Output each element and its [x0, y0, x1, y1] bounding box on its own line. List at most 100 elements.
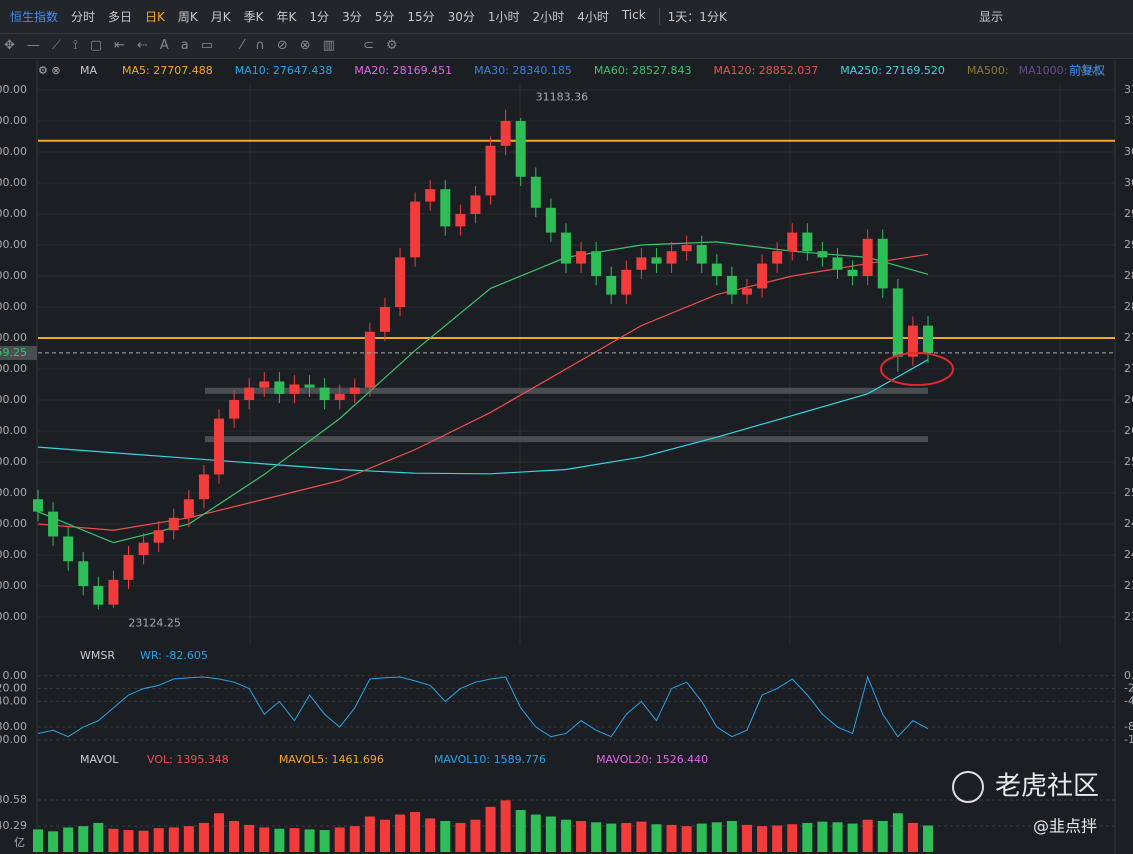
display[interactable]: 显示: [978, 10, 1003, 24]
period[interactable]: 2小时: [532, 10, 565, 24]
candle-body: [485, 145, 496, 196]
period[interactable]: 5分: [374, 10, 395, 24]
vol-bar: [364, 816, 375, 852]
ma-legend: MA30: 28340.185: [474, 64, 572, 77]
ma-legend: MA5: 27707.488: [122, 64, 213, 77]
vol-bar: [591, 822, 602, 852]
vol-bar: [545, 816, 556, 852]
ma-legend: MA500:: [967, 64, 1009, 77]
candle-body: [153, 530, 164, 543]
candle-body: [33, 499, 43, 512]
vol-bar: [681, 826, 692, 852]
vol-bar: [138, 830, 149, 852]
candle-body: [108, 579, 119, 605]
vol-bar: [696, 823, 707, 852]
vol-bar: [349, 826, 360, 852]
vol-bar: [651, 824, 662, 852]
vol-bar: [334, 827, 345, 852]
y-tick-label-right: 25500.00: [1124, 455, 1133, 468]
candle-body: [274, 381, 285, 394]
period[interactable]: Tick: [621, 8, 646, 22]
period[interactable]: 季K: [243, 10, 264, 24]
y-tick-label: 28500.00: [0, 269, 27, 282]
logo: [952, 771, 984, 803]
candle-body: [123, 555, 134, 580]
candle-body: [455, 213, 466, 227]
candle-body: [334, 393, 345, 401]
y-tick-label: 29500.00: [0, 207, 27, 220]
y-tick-label-right: 30500.00: [1124, 145, 1133, 158]
vol-bar: [636, 821, 647, 852]
periods: 分时 多日 日K 周K 月K 季K 年K 1分 3分 5分 15分 30分 1小时 2小时 4小时 Tick: [58, 8, 646, 25]
period[interactable]: 1小时: [487, 10, 520, 24]
y-tick-label: 27500.00: [0, 331, 27, 344]
y-tick-label: 25000.00: [0, 486, 27, 499]
wr-tick-label: 0.00: [3, 669, 28, 682]
settings-icon: ⚙ ⊗: [38, 64, 61, 77]
price-pane: [0, 60, 1133, 644]
period[interactable]: 多日: [108, 10, 133, 24]
candle-body: [515, 120, 526, 177]
vol-bar: [93, 822, 104, 852]
candle-body: [229, 400, 240, 419]
vol-bar: [560, 819, 571, 852]
vol-bar: [214, 813, 225, 852]
y-tick-label: 24500.00: [0, 517, 27, 530]
period[interactable]: 15分: [407, 10, 435, 24]
vol-bar: [244, 824, 255, 852]
period[interactable]: 日K: [145, 10, 165, 24]
y-tick-label-right: 27000.00: [1124, 362, 1133, 375]
symbol[interactable]: 恒生指数: [10, 10, 59, 24]
low-label: 23124.25: [128, 616, 181, 629]
y-tick-label: 23000.00: [0, 610, 27, 623]
candle-body: [138, 542, 149, 556]
ma-legend: MA60: 28527.843: [594, 64, 692, 77]
vol-bar: [606, 823, 617, 852]
vol-bar: [726, 821, 737, 852]
vol-bar: [741, 824, 752, 852]
candle-body: [289, 384, 300, 394]
candle-body: [470, 195, 481, 214]
candle-body: [877, 238, 888, 289]
vol-bar: [259, 827, 270, 852]
y-tick-label-right: 28000.00: [1124, 300, 1133, 313]
wr-tick-label: -20.00: [0, 682, 27, 695]
vol-bar: [379, 819, 390, 852]
vol-bar: [757, 826, 768, 852]
period[interactable]: 年K: [276, 10, 297, 24]
wr-tick-label-right: -80.00: [1124, 720, 1133, 733]
candle-body: [93, 586, 104, 605]
wr-tick-label-right: -20.00: [1124, 682, 1133, 695]
candle-body: [923, 325, 933, 353]
candle-body: [847, 269, 858, 276]
wr-tick-label-right: -100.00: [1124, 733, 1133, 746]
candle-body: [681, 244, 692, 252]
watermark-brand: 老虎社区: [995, 772, 1099, 802]
candle-body: [78, 561, 89, 587]
ma-legend: MA250: 27169.520: [840, 64, 945, 77]
period[interactable]: 1分: [309, 10, 330, 24]
period[interactable]: 4小时: [577, 10, 609, 24]
vol-bar: [229, 821, 240, 852]
candle-body: [319, 387, 330, 401]
y-tick-label: 30000.00: [0, 176, 27, 189]
wr-tick-label-right: 0.00: [1124, 669, 1133, 682]
period[interactable]: 30分: [447, 10, 475, 24]
vol-bar: [711, 822, 722, 852]
vol-bar: [78, 826, 89, 852]
period[interactable]: 3分: [342, 10, 362, 24]
vol-bar: [817, 821, 828, 852]
vol-bar: [183, 826, 194, 852]
period[interactable]: 周K: [177, 10, 198, 24]
ma-legend: MA1000:: [1019, 64, 1068, 77]
period[interactable]: 月K: [210, 10, 231, 24]
y-tick-label-right: 26500.00: [1124, 393, 1133, 406]
wr-legend: WR: -82.605: [140, 649, 208, 662]
vol-bar: [33, 829, 43, 852]
y-tick-label: 31000.00: [0, 114, 27, 127]
candle-body: [666, 251, 677, 264]
period[interactable]: 分时: [71, 10, 96, 24]
vol-bar: [515, 810, 526, 852]
candle-body: [711, 263, 722, 276]
range[interactable]: 1天：1分K: [658, 8, 727, 25]
